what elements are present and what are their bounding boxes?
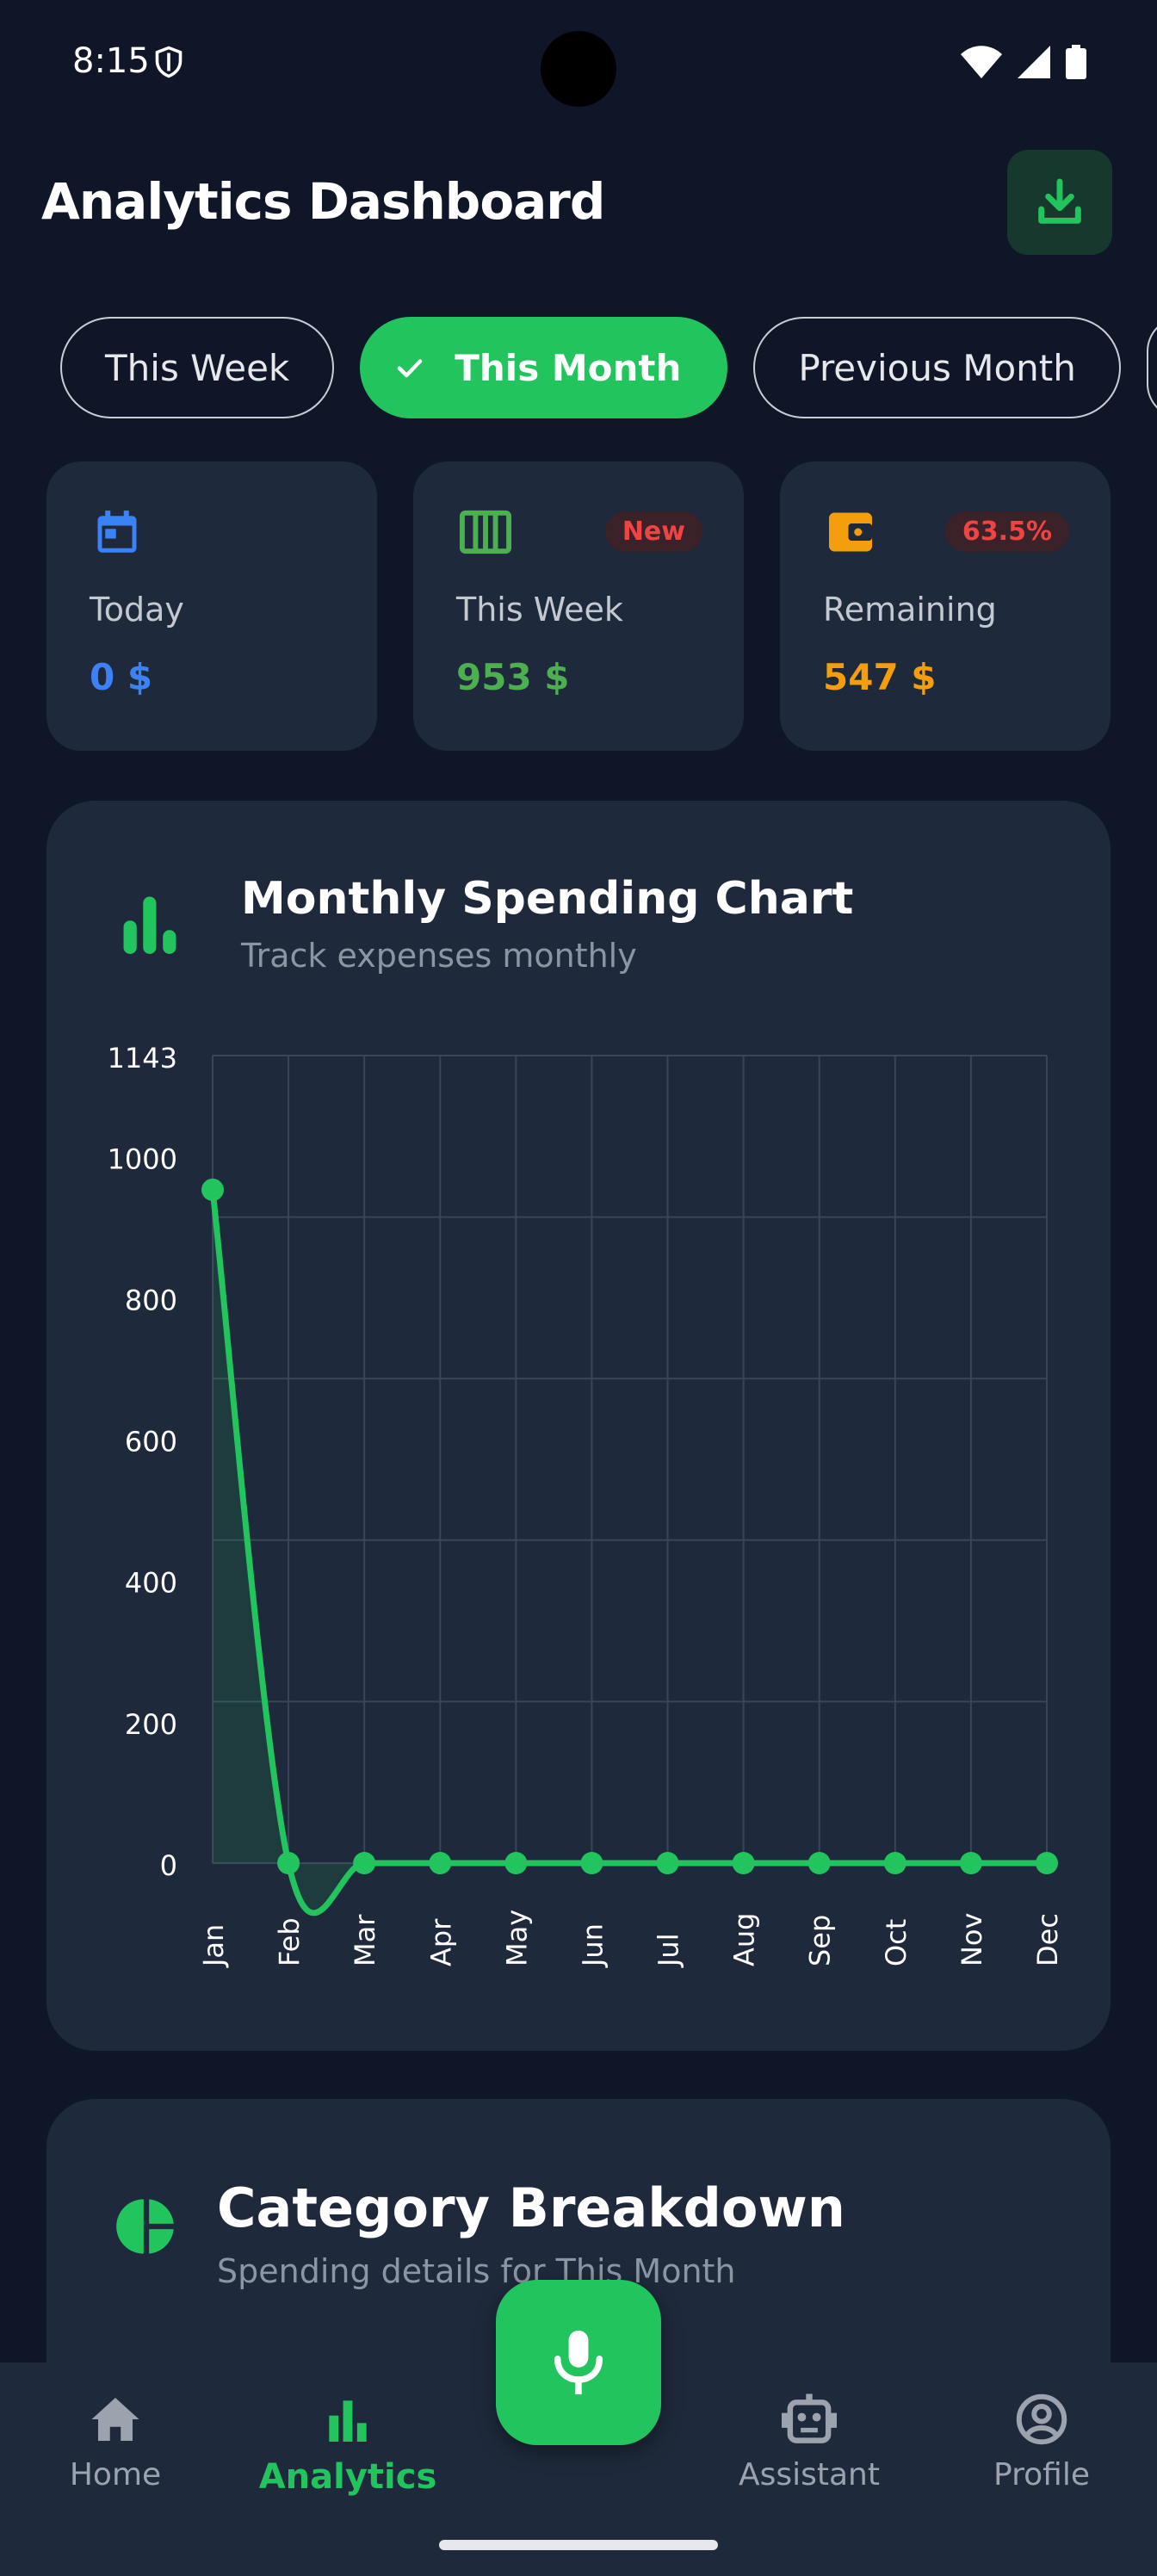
y-tick-label: 1000: [108, 1142, 177, 1175]
x-tick-label: May: [500, 1910, 533, 1966]
period-filter-chips: This Week This Month Previous Month: [60, 317, 1157, 418]
camera-cutout: [541, 31, 616, 107]
shield-icon: [155, 46, 183, 78]
home-icon: [91, 2398, 139, 2441]
y-tick-label: 800: [125, 1284, 177, 1316]
summary-label: Today: [90, 591, 184, 629]
summary-value: 547 $: [823, 656, 937, 698]
page-title: Analytics Dashboard: [41, 172, 605, 231]
x-tick-label: Aug: [728, 1913, 761, 1966]
data-point: [504, 1852, 528, 1874]
nav-label: Assistant: [738, 2457, 880, 2492]
x-tick-label: Apr: [424, 1918, 457, 1966]
nav-analytics[interactable]: Analytics: [253, 2385, 442, 2497]
data-point: [732, 1852, 755, 1874]
check-icon: [398, 359, 423, 378]
chip-label: This Week: [105, 346, 290, 389]
data-point: [353, 1852, 376, 1874]
pie-chart-icon: [116, 2199, 174, 2254]
summary-card-today: Today 0 $: [46, 461, 377, 751]
chart-title: Monthly Spending Chart: [241, 873, 854, 925]
chip-previous-month[interactable]: Previous Month: [753, 317, 1121, 418]
y-tick-label: 1143: [108, 1042, 177, 1074]
y-tick-label: 200: [125, 1708, 177, 1741]
microphone-icon: [554, 2330, 603, 2395]
category-subtitle: Spending details for This Month: [217, 2252, 736, 2290]
spending-line-chart: 0 200 400 600 800 1000 1143 Jan Feb Mar Apr May Jun J…: [108, 1042, 1064, 1968]
y-tick-label: 600: [125, 1426, 177, 1458]
data-point: [277, 1852, 300, 1874]
summary-card-this-week: New This Week 953 $: [413, 461, 744, 751]
chip-label: This Month: [455, 346, 682, 389]
wifi-icon: [961, 46, 1002, 78]
chip-label: Previous Month: [798, 346, 1076, 389]
nav-profile[interactable]: Profile: [947, 2385, 1136, 2492]
monthly-spending-panel: Monthly Spending Chart Track expenses mo…: [46, 801, 1111, 2051]
x-tick-label: Sep: [804, 1915, 837, 1966]
x-tick-label: Mar: [349, 1914, 381, 1966]
x-tick-label: Nov: [956, 1913, 988, 1966]
chip-this-month[interactable]: This Month: [360, 317, 728, 418]
series-line: [209, 1189, 1047, 1917]
x-tick-label: Jan: [197, 1924, 230, 1968]
data-point: [959, 1852, 982, 1874]
home-indicator: [439, 2540, 718, 2550]
status-bar: 8:15: [0, 0, 1157, 129]
download-icon: [1038, 178, 1081, 224]
data-point: [883, 1852, 906, 1874]
signal-icon: [1018, 46, 1050, 78]
profile-icon: [1016, 2393, 1067, 2445]
x-tick-label: Feb: [273, 1917, 306, 1966]
category-title: Category Breakdown: [217, 2177, 845, 2239]
data-point: [656, 1852, 679, 1874]
data-point: [429, 1852, 452, 1874]
data-point: [580, 1852, 603, 1874]
data-point: [807, 1852, 831, 1874]
voice-input-button[interactable]: [496, 2280, 661, 2445]
status-time: 8:15: [72, 41, 150, 81]
calendar-icon: [97, 511, 137, 553]
y-tick-label: 400: [125, 1567, 177, 1600]
data-point: [201, 1178, 224, 1201]
bar-chart-icon: [123, 896, 176, 954]
summary-card-remaining: 63.5% Remaining 547 $: [780, 461, 1111, 751]
chip-this-week[interactable]: This Week: [60, 317, 335, 418]
battery-icon: [1066, 45, 1086, 79]
nav-home[interactable]: Home: [21, 2385, 210, 2492]
y-tick-label: 0: [160, 1849, 177, 1882]
chart-area-fill: [213, 1189, 1047, 1913]
nav-label: Analytics: [258, 2457, 437, 2497]
x-tick-label: Dec: [1031, 1913, 1064, 1966]
summary-value: 0 $: [90, 656, 153, 698]
nav-label: Profile: [993, 2457, 1090, 2492]
nav-label: Home: [69, 2457, 162, 2492]
x-tick-label: Oct: [880, 1919, 913, 1966]
download-button[interactable]: [1007, 150, 1112, 255]
x-tick-label: Jul: [653, 1933, 685, 1968]
chart-subtitle: Track expenses monthly: [241, 937, 637, 975]
robot-icon: [782, 2393, 837, 2443]
new-badge: New: [604, 511, 702, 552]
bar-chart-icon: [329, 2400, 367, 2442]
wallet-icon: [829, 512, 872, 552]
percent-badge: 63.5%: [944, 511, 1069, 552]
summary-value: 953 $: [456, 656, 570, 698]
summary-label: This Week: [456, 591, 623, 629]
data-point: [1036, 1852, 1058, 1874]
summary-label: Remaining: [823, 591, 997, 629]
view-week-icon: [459, 510, 512, 554]
nav-assistant[interactable]: Assistant: [715, 2385, 904, 2492]
x-tick-label: Jun: [576, 1923, 609, 1968]
